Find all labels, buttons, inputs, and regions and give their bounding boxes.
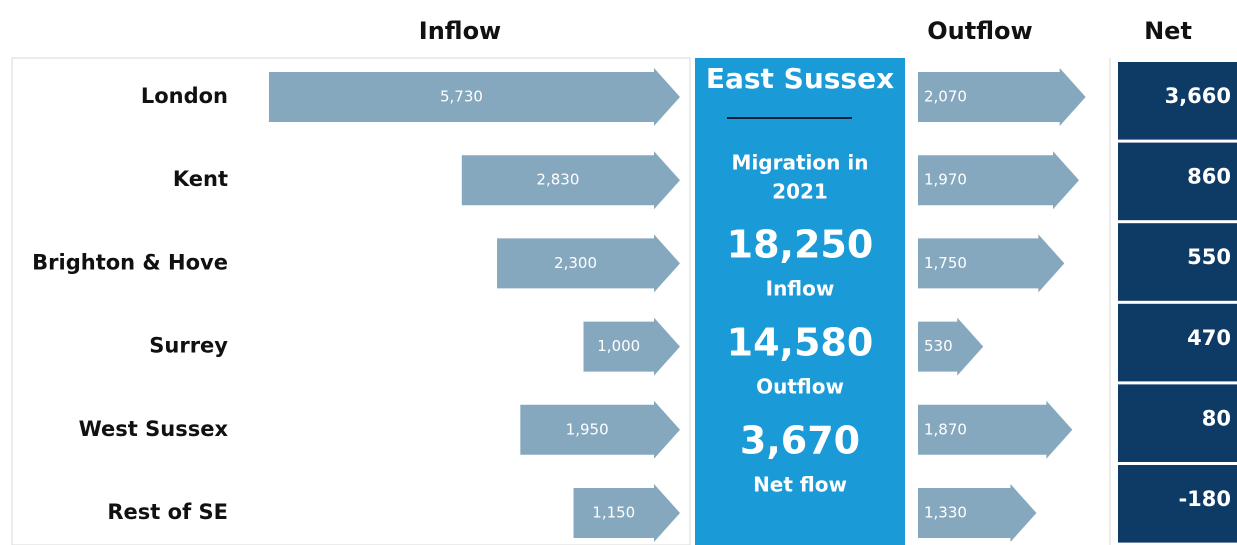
panel-subtitle: 2021: [772, 180, 828, 204]
outflow-label: 1,750: [924, 254, 967, 272]
net-label: 550: [1187, 245, 1231, 269]
net-label: -180: [1178, 487, 1231, 511]
panel-title: East Sussex: [706, 62, 894, 95]
panel-number: 14,580: [727, 321, 874, 365]
net-cell: [1118, 303, 1237, 382]
outflow-arrow: [918, 151, 1080, 210]
inflow-arrow: [268, 68, 680, 126]
panel-caption: Inflow: [766, 277, 835, 301]
inflow-arrow: [573, 484, 680, 542]
outflow-label: 1,870: [924, 420, 967, 438]
inflow-label: 2,830: [536, 171, 579, 189]
net-label: 3,660: [1165, 84, 1231, 108]
outflow-arrow: [918, 400, 1073, 459]
outflow-label: 530: [924, 337, 953, 355]
summary-panel: East Sussex Migration in 2021 18,250 Inflow 1…: [695, 58, 905, 545]
inflow-label: 1,150: [592, 504, 635, 522]
category-label: West Sussex: [79, 417, 229, 441]
net-cell: [1118, 142, 1237, 221]
category-label: Brighton & Hove: [32, 250, 228, 274]
panel-number: 3,670: [740, 419, 860, 463]
net-label: 470: [1187, 326, 1231, 350]
net-cell: [1118, 384, 1237, 462]
inflow-arrow: [461, 151, 680, 210]
net-header: Net: [1144, 17, 1192, 45]
inflow-arrow: [583, 317, 680, 376]
inflow-label: 2,300: [554, 254, 597, 272]
inflow-header: Inflow: [419, 17, 501, 45]
panel-caption: Outflow: [756, 375, 844, 399]
outflow-arrow: [918, 234, 1065, 293]
outflow-label: 1,330: [924, 504, 967, 522]
outflow-arrow: [918, 68, 1086, 126]
panel-bg: [695, 58, 905, 545]
panel-caption: Net flow: [753, 473, 847, 497]
marks: London 5,730 2,070 3,660 Kent 2,830 1,970 860 Br…: [32, 62, 1237, 543]
net-cell: [1118, 62, 1237, 140]
inflow-label: 1,000: [597, 337, 640, 355]
net-label: 80: [1202, 406, 1231, 430]
panel-subtitle: Migration in: [732, 151, 869, 175]
outflow-label: 1,970: [924, 171, 967, 189]
outflow-header: Outflow: [927, 17, 1032, 45]
inflow-label: 5,730: [440, 88, 483, 106]
net-cell: [1118, 465, 1237, 543]
net-label: 860: [1187, 165, 1231, 189]
left-frame: [11, 57, 691, 545]
outflow-arrow: [918, 317, 984, 376]
net-cell: [1118, 223, 1237, 301]
panel-number: 18,250: [727, 223, 874, 267]
category-label: Rest of SE: [107, 500, 228, 524]
inflow-arrow: [497, 234, 680, 293]
outflow-label: 2,070: [924, 88, 967, 106]
inflow-arrow: [520, 400, 680, 459]
category-label: London: [141, 84, 228, 108]
outflow-arrow: [918, 484, 1037, 542]
category-label: Kent: [173, 167, 228, 191]
category-label: Surrey: [149, 334, 228, 358]
inflow-label: 1,950: [566, 420, 609, 438]
